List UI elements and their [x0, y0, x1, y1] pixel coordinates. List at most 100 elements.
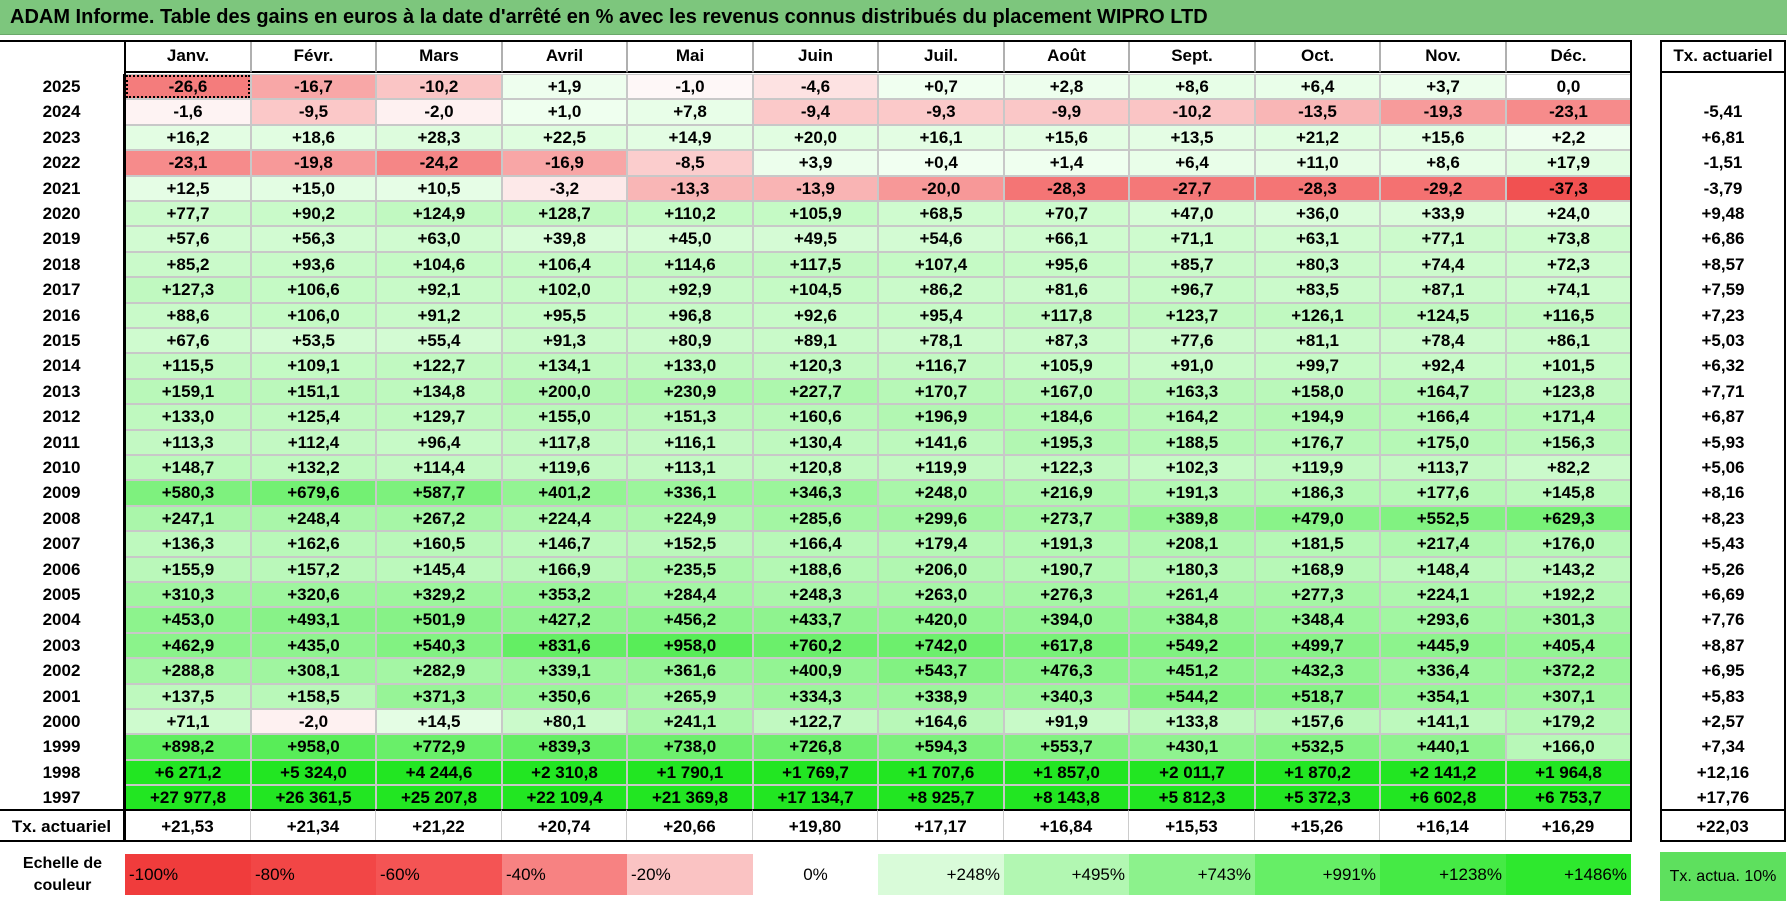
- table-cell[interactable]: +1,0: [502, 99, 627, 125]
- table-cell[interactable]: +72,3: [1506, 252, 1631, 277]
- table-cell[interactable]: +89,1: [753, 328, 878, 353]
- table-cell[interactable]: +16,2: [125, 125, 251, 150]
- table-cell[interactable]: +71,1: [125, 709, 251, 734]
- table-cell[interactable]: -9,3: [878, 99, 1004, 125]
- table-cell[interactable]: +122,7: [376, 353, 502, 379]
- table-cell[interactable]: +293,6: [1380, 607, 1506, 633]
- table-cell[interactable]: +12,5: [125, 176, 251, 201]
- table-cell[interactable]: +451,2: [1129, 658, 1255, 684]
- table-cell[interactable]: +164,2: [1129, 404, 1255, 430]
- table-cell[interactable]: +282,9: [376, 658, 502, 684]
- table-cell[interactable]: +17,9: [1506, 150, 1631, 176]
- table-cell[interactable]: +122,3: [1004, 455, 1129, 480]
- table-cell[interactable]: +177,6: [1380, 480, 1506, 506]
- table-cell[interactable]: +224,4: [502, 506, 627, 531]
- table-cell[interactable]: +127,3: [125, 277, 251, 303]
- table-cell[interactable]: -4,6: [753, 74, 878, 99]
- table-cell[interactable]: +348,4: [1255, 607, 1380, 633]
- table-cell[interactable]: +394,0: [1004, 607, 1129, 633]
- table-cell[interactable]: +427,2: [502, 607, 627, 633]
- table-cell[interactable]: +188,6: [753, 557, 878, 582]
- table-cell[interactable]: +227,7: [753, 379, 878, 404]
- table-cell[interactable]: +310,3: [125, 582, 251, 607]
- table-cell[interactable]: +188,5: [1129, 430, 1255, 455]
- table-cell[interactable]: +831,6: [502, 633, 627, 658]
- table-cell[interactable]: +2 141,2: [1380, 760, 1506, 785]
- table-cell[interactable]: +617,8: [1004, 633, 1129, 658]
- table-cell[interactable]: -19,3: [1380, 99, 1506, 125]
- table-cell[interactable]: +14,9: [627, 125, 753, 150]
- table-cell[interactable]: +87,1: [1380, 277, 1506, 303]
- table-cell[interactable]: +123,8: [1506, 379, 1631, 404]
- table-cell[interactable]: +86,1: [1506, 328, 1631, 353]
- table-cell[interactable]: +96,8: [627, 303, 753, 328]
- table-cell[interactable]: +96,4: [376, 430, 502, 455]
- table-cell[interactable]: +445,9: [1380, 633, 1506, 658]
- table-cell[interactable]: +148,7: [125, 455, 251, 480]
- table-cell[interactable]: +96,7: [1129, 277, 1255, 303]
- table-cell[interactable]: +10,5: [376, 176, 502, 201]
- table-cell[interactable]: +479,0: [1255, 506, 1380, 531]
- table-cell[interactable]: +8,6: [1380, 150, 1506, 176]
- table-cell[interactable]: +350,6: [502, 684, 627, 709]
- table-cell[interactable]: +87,3: [1004, 328, 1129, 353]
- table-cell[interactable]: -28,3: [1255, 176, 1380, 201]
- table-cell[interactable]: +206,0: [878, 557, 1004, 582]
- table-cell[interactable]: +25 207,8: [376, 785, 502, 811]
- table-cell[interactable]: +15,0: [251, 176, 376, 201]
- table-cell[interactable]: +499,7: [1255, 633, 1380, 658]
- table-cell[interactable]: +78,1: [878, 328, 1004, 353]
- table-cell[interactable]: +54,6: [878, 226, 1004, 252]
- table-cell[interactable]: +8,6: [1129, 74, 1255, 99]
- table-cell[interactable]: +151,1: [251, 379, 376, 404]
- table-cell[interactable]: +155,9: [125, 557, 251, 582]
- table-cell[interactable]: +301,3: [1506, 607, 1631, 633]
- table-cell[interactable]: +248,0: [878, 480, 1004, 506]
- table-cell[interactable]: +3,9: [753, 150, 878, 176]
- table-cell[interactable]: +92,4: [1380, 353, 1506, 379]
- table-cell[interactable]: +587,7: [376, 480, 502, 506]
- table-cell[interactable]: +53,5: [251, 328, 376, 353]
- table-cell[interactable]: +91,2: [376, 303, 502, 328]
- table-cell[interactable]: +191,3: [1129, 480, 1255, 506]
- table-cell[interactable]: +462,9: [125, 633, 251, 658]
- table-cell[interactable]: +3,7: [1380, 74, 1506, 99]
- table-cell[interactable]: -10,2: [1129, 99, 1255, 125]
- table-cell[interactable]: +958,0: [627, 633, 753, 658]
- table-cell[interactable]: +518,7: [1255, 684, 1380, 709]
- table-cell[interactable]: +90,2: [251, 201, 376, 226]
- table-cell[interactable]: +580,3: [125, 480, 251, 506]
- table-cell[interactable]: +340,3: [1004, 684, 1129, 709]
- table-cell[interactable]: +267,2: [376, 506, 502, 531]
- table-cell[interactable]: +208,1: [1129, 531, 1255, 557]
- table-cell[interactable]: +168,9: [1255, 557, 1380, 582]
- table-cell[interactable]: +164,7: [1380, 379, 1506, 404]
- table-cell[interactable]: +74,1: [1506, 277, 1631, 303]
- table-cell[interactable]: +166,4: [753, 531, 878, 557]
- table-cell[interactable]: +195,3: [1004, 430, 1129, 455]
- table-cell[interactable]: +336,1: [627, 480, 753, 506]
- table-cell[interactable]: +113,7: [1380, 455, 1506, 480]
- table-cell[interactable]: +261,4: [1129, 582, 1255, 607]
- table-cell[interactable]: +760,2: [753, 633, 878, 658]
- table-cell[interactable]: -9,5: [251, 99, 376, 125]
- table-cell[interactable]: +453,0: [125, 607, 251, 633]
- table-cell[interactable]: +117,8: [1004, 303, 1129, 328]
- table-cell[interactable]: +152,5: [627, 531, 753, 557]
- table-cell[interactable]: +958,0: [251, 734, 376, 760]
- table-cell[interactable]: +129,7: [376, 404, 502, 430]
- table-cell[interactable]: +141,6: [878, 430, 1004, 455]
- table-cell[interactable]: +230,9: [627, 379, 753, 404]
- table-cell[interactable]: +405,4: [1506, 633, 1631, 658]
- table-cell[interactable]: +57,6: [125, 226, 251, 252]
- table-cell[interactable]: +1 857,0: [1004, 760, 1129, 785]
- table-cell[interactable]: +112,4: [251, 430, 376, 455]
- table-cell[interactable]: -1,0: [627, 74, 753, 99]
- table-cell[interactable]: +1 707,6: [878, 760, 1004, 785]
- table-cell[interactable]: +157,6: [1255, 709, 1380, 734]
- table-cell[interactable]: +91,3: [502, 328, 627, 353]
- table-cell[interactable]: +8 143,8: [1004, 785, 1129, 811]
- table-cell[interactable]: +1,9: [502, 74, 627, 99]
- table-cell[interactable]: +265,9: [627, 684, 753, 709]
- table-cell[interactable]: +117,8: [502, 430, 627, 455]
